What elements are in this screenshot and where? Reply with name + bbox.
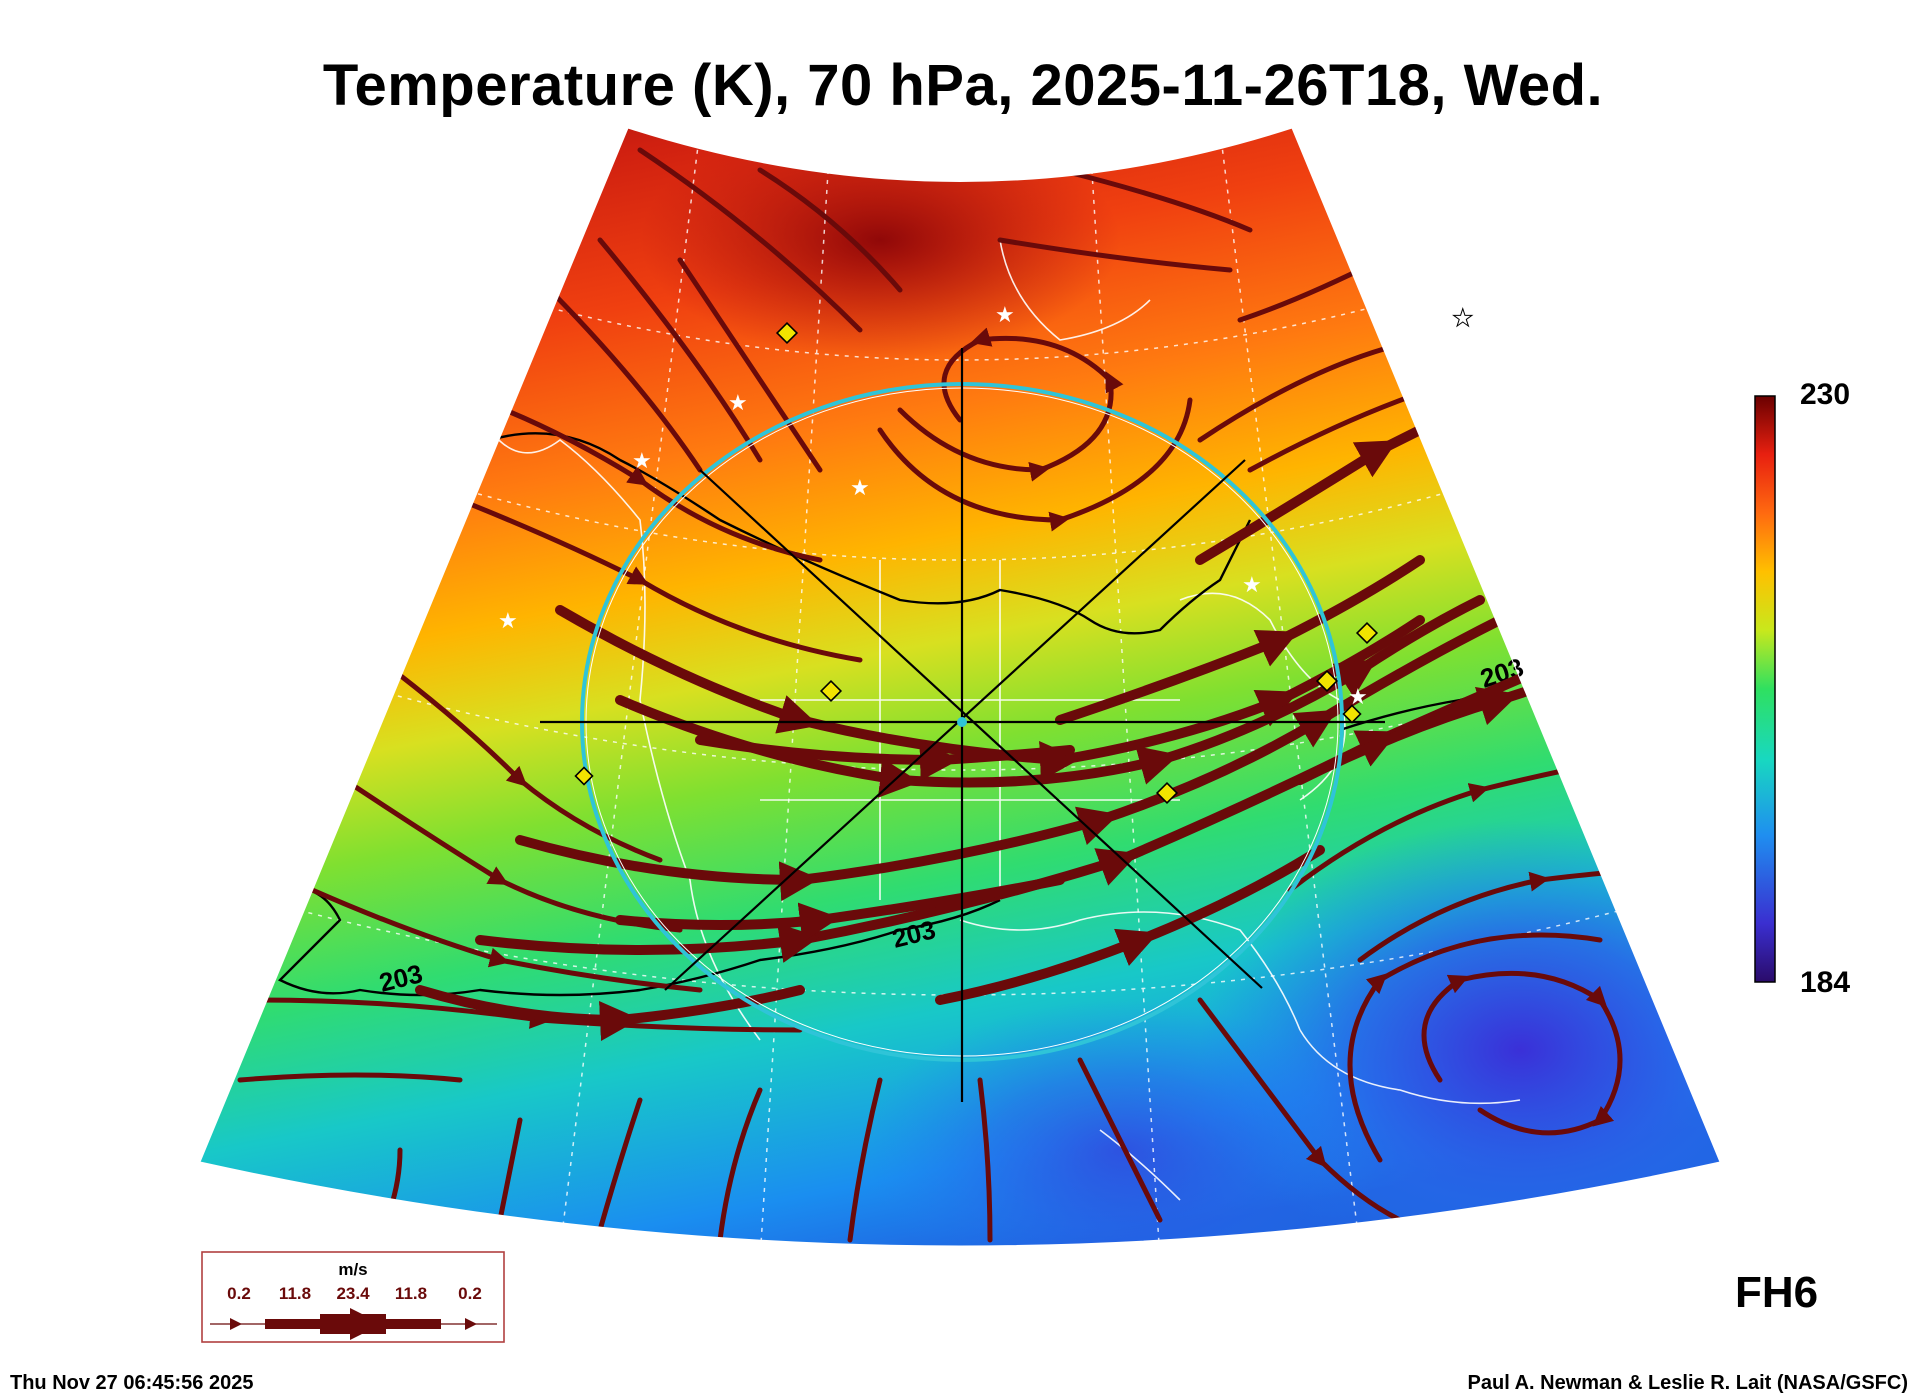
station-stars: ★ ★ ★ ★ ★ ★ ★ ★ bbox=[498, 303, 1484, 710]
author-credit: Paul A. Newman & Leslie R. Lait (NASA/GS… bbox=[1467, 1372, 1908, 1394]
station-diamonds bbox=[574, 321, 1379, 805]
map-title: Temperature (K), 70 hPa, 2025-11-26T18, … bbox=[322, 53, 1604, 118]
legend-value: 11.8 bbox=[279, 1284, 311, 1303]
svg-text:★: ★ bbox=[1242, 573, 1262, 598]
svg-text:★: ★ bbox=[850, 476, 870, 501]
legend-unit: m/s bbox=[338, 1260, 367, 1279]
wind-speed-legend: m/s 0.2 11.8 23.4 11.8 0.2 bbox=[201, 1251, 505, 1343]
legend-value: 0.2 bbox=[227, 1284, 251, 1303]
generation-timestamp: Thu Nov 27 06:45:56 2025 bbox=[10, 1372, 254, 1394]
colorbar bbox=[1754, 395, 1776, 983]
svg-text:★: ★ bbox=[498, 609, 518, 634]
svg-text:★: ★ bbox=[1464, 526, 1484, 551]
svg-text:★: ★ bbox=[995, 303, 1015, 328]
legend-scale-bar bbox=[210, 1308, 497, 1340]
station-star-outside: ★ bbox=[1452, 304, 1474, 332]
temperature-field bbox=[200, 128, 1720, 1246]
svg-text:★: ★ bbox=[1348, 685, 1368, 710]
legend-value: 23.4 bbox=[336, 1284, 370, 1303]
colorbar-max-label: 230 bbox=[1800, 378, 1851, 411]
colorbar-min-label: 184 bbox=[1800, 966, 1851, 999]
svg-text:★: ★ bbox=[632, 449, 652, 474]
crosshair-lines bbox=[540, 348, 1385, 1102]
legend-value: 0.2 bbox=[458, 1284, 482, 1303]
forecast-hour-label: FH6 bbox=[1735, 1268, 1819, 1317]
map-boundary bbox=[199, 127, 1721, 1247]
svg-text:★: ★ bbox=[728, 391, 748, 416]
legend-value: 11.8 bbox=[395, 1284, 427, 1303]
